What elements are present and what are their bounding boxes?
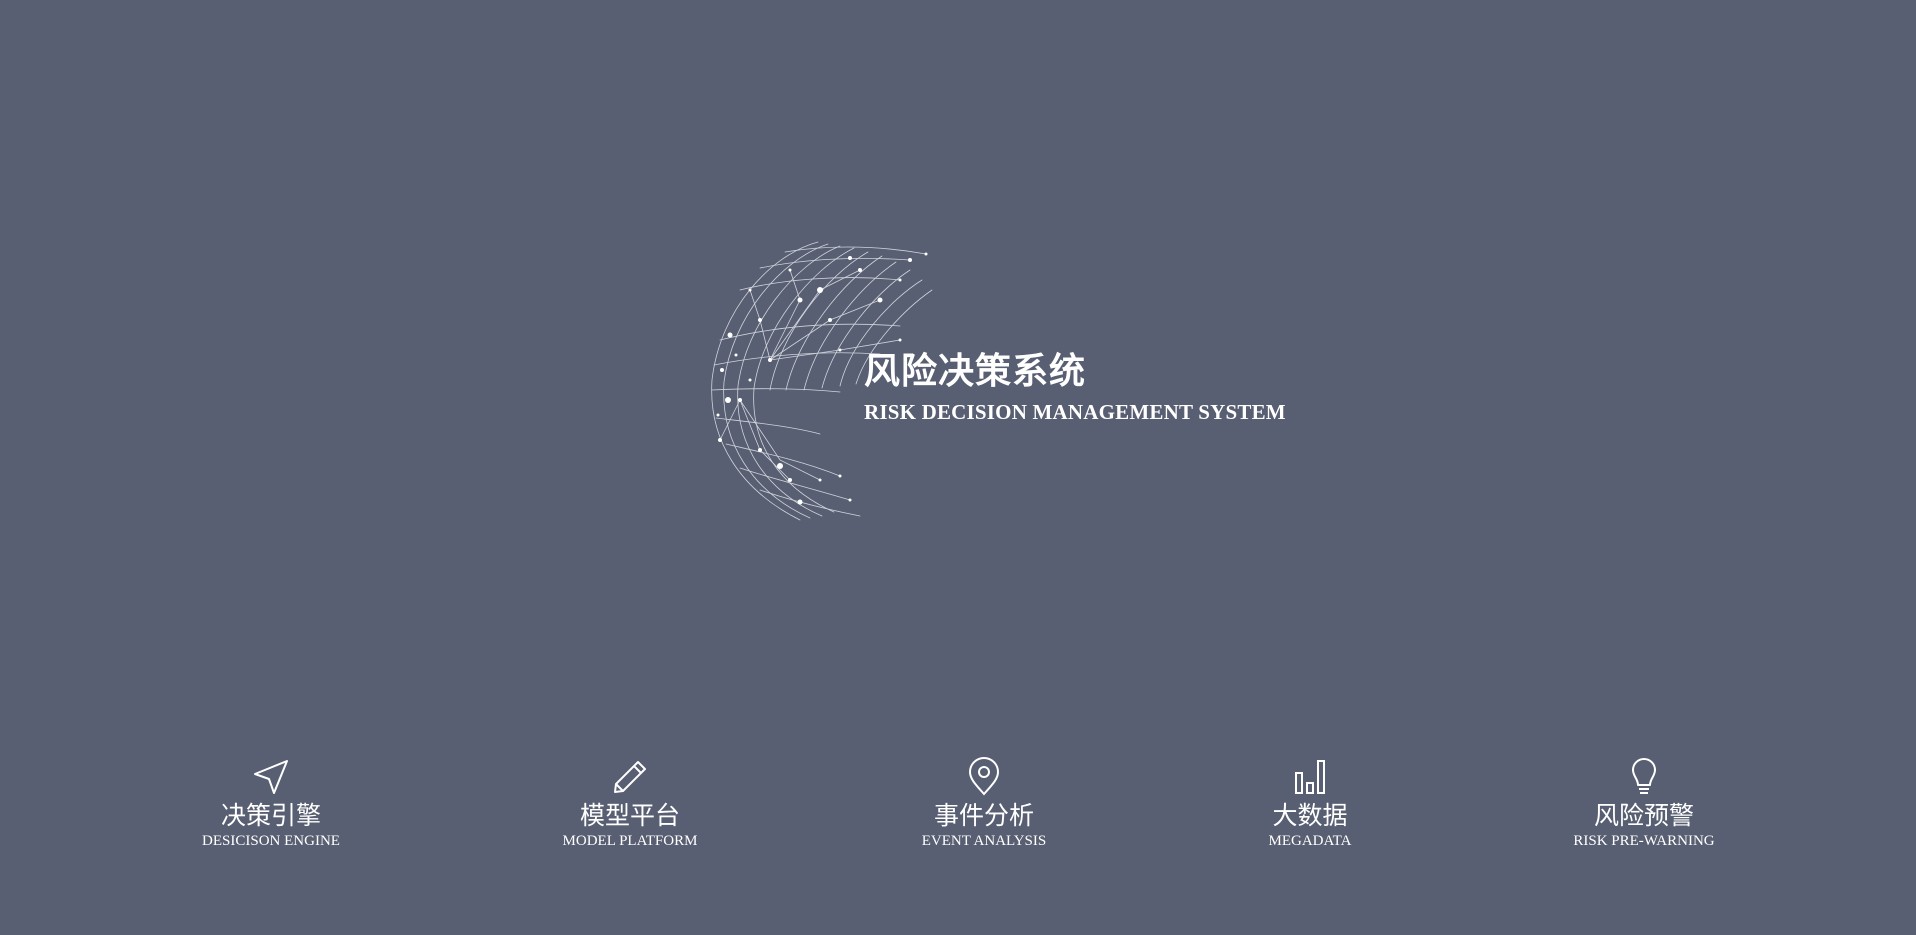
feature-label-zh: 决策引擎 [220,801,321,830]
system-subtitle: RISK DECISION MANAGEMENT SYSTEM [864,400,1286,424]
bar-chart-icon [1295,760,1325,794]
feature-label-zh: 模型平台 [579,801,680,830]
feature-nav: 决策引擎 DESICISON ENGINE 模型平台 MODEL PLATFOR… [0,757,1916,867]
feature-label-en: MODEL PLATFORM [562,833,698,849]
feature-model-platform[interactable]: 模型平台 MODEL PLATFORM [510,757,750,850]
feature-label-en: EVENT ANALYSIS [921,833,1047,849]
pencil-icon [614,761,646,793]
feature-label-zh: 大数据 [1272,801,1348,830]
feature-megadata[interactable]: 大数据 MEGADATA [1190,757,1430,850]
feature-label-zh: 风险预警 [1593,801,1694,830]
feature-label-zh: 事件分析 [933,801,1034,830]
feature-label-en: DESICISON ENGINE [202,833,340,849]
feature-risk-prewarning[interactable]: 风险预警 RISK PRE-WARNING [1524,757,1764,850]
feature-decision-engine[interactable]: 决策引擎 DESICISON ENGINE [151,757,391,850]
lightbulb-icon [1632,758,1656,794]
location-pin-icon [968,757,1000,796]
system-title: 风险决策系统 [864,351,1087,392]
navigation-arrow-icon [254,760,288,794]
feature-event-analysis[interactable]: 事件分析 EVENT ANALYSIS [864,757,1104,850]
globe-network-graphic [711,241,933,521]
feature-label-en: MEGADATA [1268,833,1352,849]
feature-label-en: RISK PRE-WARNING [1573,833,1715,849]
